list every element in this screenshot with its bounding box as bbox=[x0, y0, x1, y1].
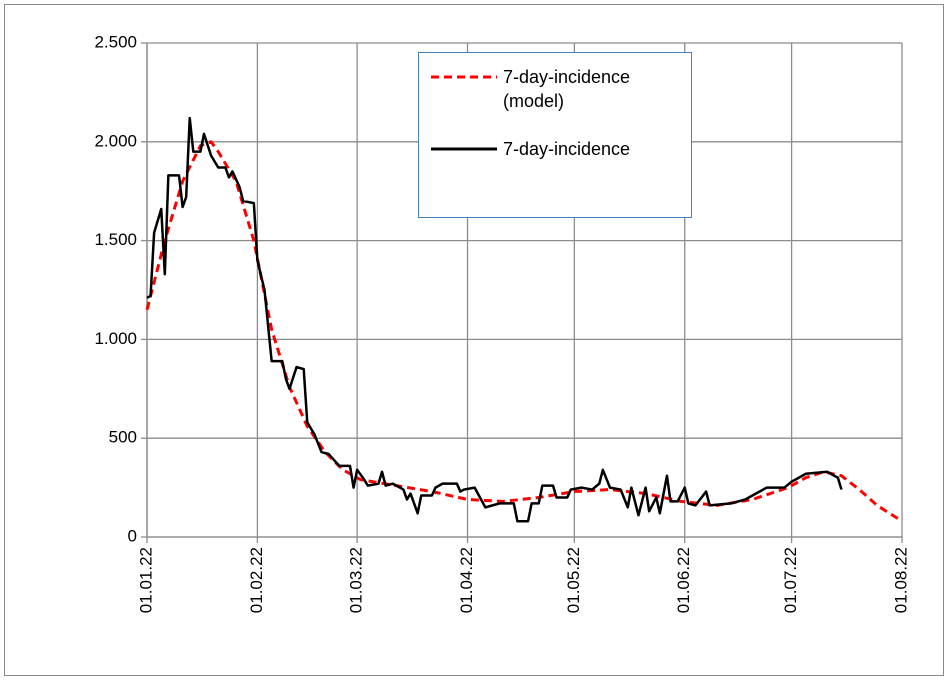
x-tick-label: 01.07.22 bbox=[781, 547, 800, 613]
y-tick-label: 2.000 bbox=[94, 131, 137, 150]
legend-swatch bbox=[431, 147, 497, 151]
legend-label: 7-day-incidence bbox=[503, 139, 631, 159]
legend-entry: 7-day-incidence bbox=[429, 137, 663, 161]
y-tick-label: 1.000 bbox=[94, 329, 137, 348]
x-tick-label: 01.08.22 bbox=[891, 547, 910, 613]
x-tick-label: 01.06.22 bbox=[674, 547, 693, 613]
line bbox=[145, 140, 903, 523]
x-tick-label: 01.03.22 bbox=[347, 547, 366, 613]
y-tick-label: 2.500 bbox=[94, 32, 137, 51]
y-tick-label: 0 bbox=[128, 526, 137, 545]
legend: 7-day-incidence (model) 7-day-incidence bbox=[418, 52, 692, 218]
line bbox=[146, 116, 843, 523]
x-tick-label: 01.05.22 bbox=[564, 547, 583, 613]
x-tick-label: 01.02.22 bbox=[247, 547, 266, 613]
legend-swatch bbox=[431, 75, 497, 79]
x-tick-label: 01.01.22 bbox=[136, 547, 155, 613]
x-tick-label: 01.04.22 bbox=[457, 547, 476, 613]
y-tick-label: 1.500 bbox=[94, 230, 137, 249]
legend-label: 7-day-incidence (model) bbox=[503, 67, 631, 111]
y-tick-label: 500 bbox=[109, 428, 137, 447]
chart-frame bbox=[4, 4, 944, 676]
legend-entry: 7-day-incidence (model) bbox=[429, 65, 663, 113]
